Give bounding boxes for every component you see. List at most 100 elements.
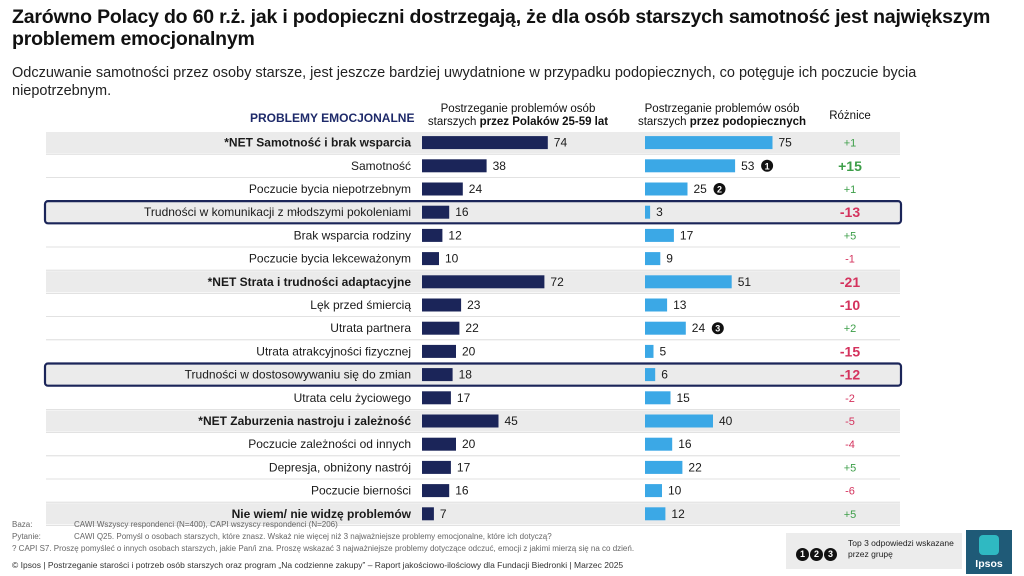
bar-series-a — [422, 437, 456, 451]
value-label-b: 6 — [661, 368, 668, 382]
diff-value: -21 — [840, 274, 860, 290]
series-b-header-bold: przez podopiecznych — [689, 116, 807, 128]
diff-value: +5 — [844, 230, 857, 242]
bar-series-a — [422, 391, 451, 405]
category-label: *NET Zaburzenia nastroju i zależność — [198, 414, 411, 428]
value-label-a: 45 — [505, 414, 519, 428]
logo-mark-icon — [979, 535, 999, 555]
category-label: Utrata celu życiowego — [294, 391, 412, 405]
value-label-a: 16 — [455, 484, 469, 498]
series-a-header-pre: starszych — [427, 116, 480, 128]
series-b-header-line2: starszych przez podopiecznych — [622, 116, 822, 129]
diff-value: -10 — [840, 297, 860, 313]
bar-series-b — [645, 507, 666, 521]
bar-series-b — [645, 136, 773, 150]
source-line: © Ipsos | Postrzeganie starości i potrze… — [12, 560, 624, 570]
bar-series-b — [645, 275, 732, 289]
diff-value: -4 — [845, 439, 855, 451]
value-label-a: 38 — [493, 159, 507, 173]
series-b-header-pre: starszych — [637, 116, 690, 128]
bar-series-a — [422, 182, 463, 196]
bar-series-a — [422, 460, 451, 474]
bar-series-b — [645, 460, 683, 474]
category-label: Trudności w dostosowywaniu się do zmian — [185, 368, 411, 382]
bar-series-a — [422, 344, 456, 358]
top3-marker-label: 1 — [765, 161, 770, 171]
bar-series-b — [645, 414, 713, 428]
bar-series-a — [422, 252, 439, 266]
top3-marker — [761, 159, 774, 172]
value-label-a: 10 — [445, 252, 459, 266]
value-label-b: 17 — [680, 228, 694, 242]
legend-text: Top 3 odpowiedzi wskazane przez grupę — [848, 538, 954, 559]
value-label-a: 12 — [448, 228, 462, 242]
bar-series-a — [422, 414, 499, 428]
footnote-pytanie-text: CAWI Q25. Pomyśl o osobach starszych, kt… — [74, 532, 552, 541]
value-label-a: 20 — [462, 344, 476, 358]
diff-value: +15 — [838, 158, 862, 174]
series-b-header-line1: Postrzeganie problemów osób — [644, 103, 800, 115]
diff-value: +5 — [844, 462, 857, 474]
diff-value: -2 — [845, 393, 855, 405]
series-b-header: Postrzeganie problemów osób starszych pr… — [622, 103, 822, 129]
category-label: *NET Samotność i brak wsparcia — [224, 136, 411, 150]
value-label-b: 16 — [678, 437, 692, 451]
bar-series-a — [422, 275, 545, 289]
value-label-a: 7 — [440, 507, 447, 521]
logo-text: Ipsos — [975, 558, 1003, 570]
top3-marker — [711, 322, 724, 335]
value-label-a: 16 — [455, 205, 469, 219]
bar-series-b — [645, 437, 673, 451]
page-title: Zarówno Polacy do 60 r.ż. jak i podopiec… — [12, 6, 991, 50]
bar-series-b — [645, 159, 736, 173]
series-a-header-line2: starszych przez Polaków 25-59 lat — [418, 116, 618, 129]
bar-series-b — [645, 298, 668, 312]
legend-dot-3: 3 — [824, 548, 837, 561]
bar-series-b — [645, 252, 661, 266]
bar-series-b — [645, 391, 671, 405]
series-a-header: Postrzeganie problemów osób starszych pr… — [418, 103, 618, 129]
value-label-b: 22 — [688, 460, 702, 474]
bar-series-b — [645, 321, 686, 335]
value-label-a: 24 — [469, 182, 483, 196]
category-label: Nie wiem/ nie widzę problemów — [232, 507, 412, 521]
value-label-b: 53 — [741, 159, 755, 173]
value-label-b: 24 — [692, 321, 706, 335]
bar-series-b — [645, 484, 662, 498]
bar-series-a — [422, 205, 450, 219]
series-a-header-line1: Postrzeganie problemów osób — [440, 103, 596, 115]
category-label: Depresja, obniżony nastrój — [269, 460, 411, 474]
footnote-capi: ? CAPI S7. Proszę pomyśleć o innych osob… — [12, 544, 635, 553]
value-label-a: 72 — [550, 275, 564, 289]
top3-marker-label: 2 — [717, 185, 722, 195]
diff-value: +1 — [844, 138, 857, 150]
value-label-a: 17 — [457, 391, 471, 405]
bar-series-a — [422, 298, 462, 312]
value-label-a: 22 — [465, 321, 479, 335]
category-label: Poczucie bycia niepotrzebnym — [249, 182, 411, 196]
highlight-frame — [43, 200, 903, 225]
highlight-frame — [43, 362, 903, 387]
diff-value: -15 — [840, 343, 860, 359]
value-label-b: 3 — [656, 205, 663, 219]
bar-series-b — [645, 228, 674, 242]
value-label-a: 23 — [467, 298, 481, 312]
value-label-b: 51 — [738, 275, 752, 289]
footnote-pytanie: Pytanie: CAWI Q25. Pomyśl o osobach stars… — [12, 532, 552, 542]
top3-marker — [713, 183, 726, 195]
legend-dot-1: 1 — [796, 548, 809, 561]
category-label: Utrata atrakcyjności fizycznej — [256, 344, 411, 358]
value-label-a: 17 — [457, 460, 471, 474]
diff-header: Różnice — [829, 110, 871, 122]
diff-value: -13 — [840, 204, 860, 220]
diff-value: -6 — [845, 486, 855, 498]
footnote-baza-label: Baza: — [12, 520, 33, 529]
row-shade — [46, 364, 900, 386]
category-label: Samotność — [351, 159, 411, 173]
bar-series-b — [645, 182, 688, 196]
category-label: Lęk przed śmiercią — [310, 298, 411, 312]
bar-series-b — [645, 368, 656, 382]
value-label-a: 74 — [554, 136, 568, 150]
value-label-b: 75 — [779, 136, 793, 150]
